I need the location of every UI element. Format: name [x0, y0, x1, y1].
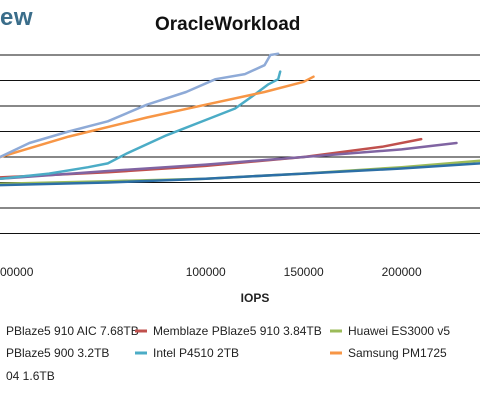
legend-item: Memblaze PBlaze5 910 3.84TB — [135, 324, 322, 338]
chart-title: OracleWorkload — [155, 14, 301, 35]
legend-item: Intel P4510 2TB — [135, 346, 239, 360]
x-tick-label: 150000 — [284, 265, 324, 279]
legend-label: Samsung PM1725 — [348, 346, 447, 360]
x-tick-label: 100000 — [186, 265, 226, 279]
series-line-2 — [0, 159, 480, 186]
x-tick-label: 00000 — [0, 265, 34, 279]
series-line-6 — [0, 52, 280, 159]
logo-text: ew — [0, 4, 34, 31]
x-axis-title: IOPS — [241, 291, 270, 305]
legend-label: Huawei ES3000 v5 — [348, 324, 450, 338]
legend: PBlaze5 910 AIC 7.68TB Memblaze PBlaze5 9… — [6, 324, 450, 383]
x-tick-label: 200000 — [382, 265, 422, 279]
legend-label: 04 1.6TB — [6, 369, 55, 383]
legend-item: Samsung PM1725 — [330, 346, 447, 360]
legend-item: PBlaze5 900 3.2TB — [6, 346, 109, 360]
series-lines — [0, 52, 480, 187]
series-line-5 — [0, 75, 315, 159]
x-tick-labels: 00000 100000 150000 200000 — [0, 265, 422, 279]
legend-label: Memblaze PBlaze5 910 3.84TB — [153, 324, 322, 338]
legend-item: Huawei ES3000 v5 — [330, 324, 450, 338]
series-line-3 — [0, 141, 458, 180]
series-line-4 — [0, 70, 282, 180]
legend-item: PBlaze5 910 AIC 7.68TB — [6, 324, 139, 338]
series-line-7 — [0, 162, 480, 187]
legend-label: PBlaze5 900 3.2TB — [6, 346, 109, 360]
gridlines — [0, 54, 480, 234]
legend-item: 04 1.6TB — [6, 369, 55, 383]
legend-label: PBlaze5 910 AIC 7.68TB — [6, 324, 139, 338]
legend-label: Intel P4510 2TB — [153, 346, 239, 360]
